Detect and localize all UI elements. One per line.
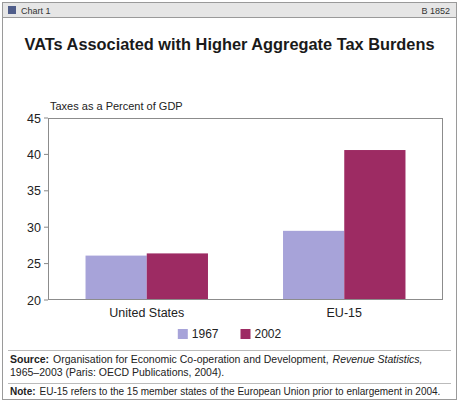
chart: Chart 1 B 1852 VATs Associated with Higher… xyxy=(0,0,459,402)
y-tick xyxy=(44,118,48,119)
y-tick xyxy=(44,190,48,191)
report-id: B 1852 xyxy=(421,6,450,16)
note-text: EU-15 refers to the 15 member states of … xyxy=(40,386,441,397)
footer-rule xyxy=(8,350,451,351)
header-strip xyxy=(3,3,456,17)
bar xyxy=(86,256,147,300)
y-tick-label: 30 xyxy=(27,221,41,235)
y-tick xyxy=(44,154,48,155)
x-tick-label: EU-15 xyxy=(327,306,362,320)
plot-frame xyxy=(49,119,443,300)
source-details: 1965–2003 (Paris: OECD Publications, 200… xyxy=(10,366,224,378)
legend-label: 1967 xyxy=(192,327,219,341)
y-tick-label: 35 xyxy=(27,184,41,198)
legend-swatch xyxy=(241,329,251,339)
page: {"chart_data": {"type": "bar", "chart_la… xyxy=(0,0,459,402)
note-label: Note: xyxy=(10,386,36,397)
y-tick-label: 40 xyxy=(27,148,41,162)
source-title: Revenue Statistics, xyxy=(333,353,423,365)
y-tick-label: 45 xyxy=(27,112,41,126)
source-label: Source: xyxy=(10,353,49,365)
bar xyxy=(283,231,344,300)
legend: 1967 2002 xyxy=(178,327,282,341)
chart-label: Chart 1 xyxy=(21,6,51,16)
bar xyxy=(147,253,208,300)
title: VATs Associated with Higher Aggregate Ta… xyxy=(25,35,435,54)
y-axis-label: Taxes as a Percent of GDP xyxy=(50,100,183,112)
y-tick-label: 20 xyxy=(27,294,41,308)
frame xyxy=(3,3,457,400)
legend-label: 2002 xyxy=(255,327,282,341)
source-line: Source: Organisation for Economic Co-oper… xyxy=(10,353,422,365)
source-text: Organisation for Economic Co-operation a… xyxy=(53,353,328,365)
footer-rule xyxy=(8,383,451,384)
bars xyxy=(86,150,406,300)
legend-swatch xyxy=(178,329,188,339)
header-rule xyxy=(3,17,456,18)
note-line: Note: EU-15 refers to the 15 member state… xyxy=(10,386,440,397)
y-tick-label: 25 xyxy=(27,257,41,271)
y-tick xyxy=(44,227,48,228)
x-tick-label: United States xyxy=(109,306,184,320)
y-tick xyxy=(44,263,48,264)
y-tick xyxy=(44,300,48,301)
bar xyxy=(344,150,405,300)
header-icon xyxy=(8,6,16,14)
